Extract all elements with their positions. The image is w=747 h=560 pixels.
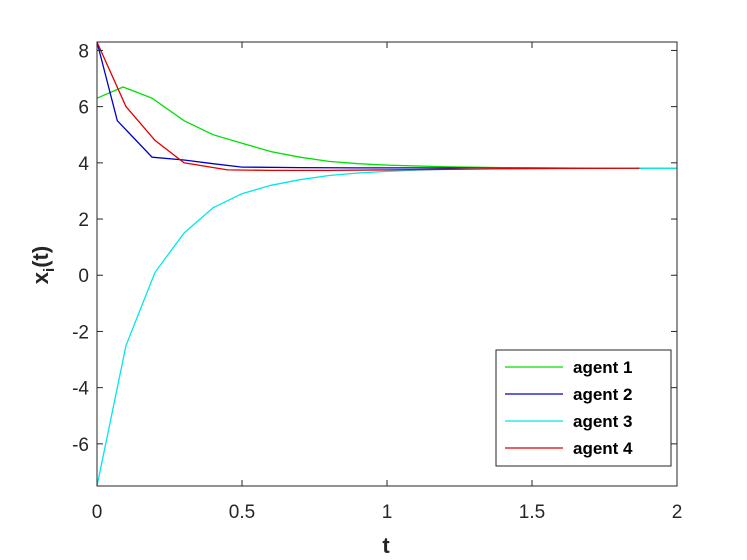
series-line-agent-4 bbox=[96, 41, 640, 172]
legend: agent 1 agent 2 agent 3 agent 4 bbox=[495, 349, 672, 467]
y-tick-label: 2 bbox=[78, 210, 89, 231]
y-axis-label: xi(t) bbox=[28, 246, 58, 284]
y-tick-label: 6 bbox=[78, 98, 89, 119]
series-layer bbox=[96, 41, 677, 487]
legend-label-agent-3: agent 3 bbox=[573, 412, 633, 431]
x-tick-label: 1 bbox=[382, 502, 393, 523]
y-axis-label-tail: (t) bbox=[28, 246, 53, 268]
legend-box bbox=[495, 349, 672, 467]
y-axis-label-sub: i bbox=[41, 268, 58, 272]
y-tick-label: 0 bbox=[78, 266, 89, 287]
y-tick-label: -4 bbox=[72, 379, 89, 400]
y-tick-label: 4 bbox=[78, 154, 89, 175]
x-tick-label: 1.5 bbox=[519, 502, 545, 523]
x-tick-label: 2 bbox=[672, 502, 683, 523]
x-axis-label: t bbox=[382, 533, 390, 558]
x-tick-label: 0 bbox=[92, 502, 103, 523]
x-tick-label: 0.5 bbox=[229, 502, 255, 523]
y-tick-label: 8 bbox=[78, 41, 89, 62]
legend-label-agent-1: agent 1 bbox=[573, 358, 633, 377]
legend-label-agent-4: agent 4 bbox=[573, 439, 633, 458]
legend-label-agent-2: agent 2 bbox=[573, 385, 633, 404]
ticks-layer: 0 0.5 1 1.5 2 -6 -4 -2 0 2 4 6 8 bbox=[72, 41, 682, 523]
y-tick-label: -6 bbox=[72, 435, 89, 456]
legend-entries: agent 1 agent 2 agent 3 agent 4 bbox=[505, 358, 633, 458]
y-tick-label: -2 bbox=[72, 322, 89, 343]
y-axis-label-main: x bbox=[28, 271, 53, 284]
